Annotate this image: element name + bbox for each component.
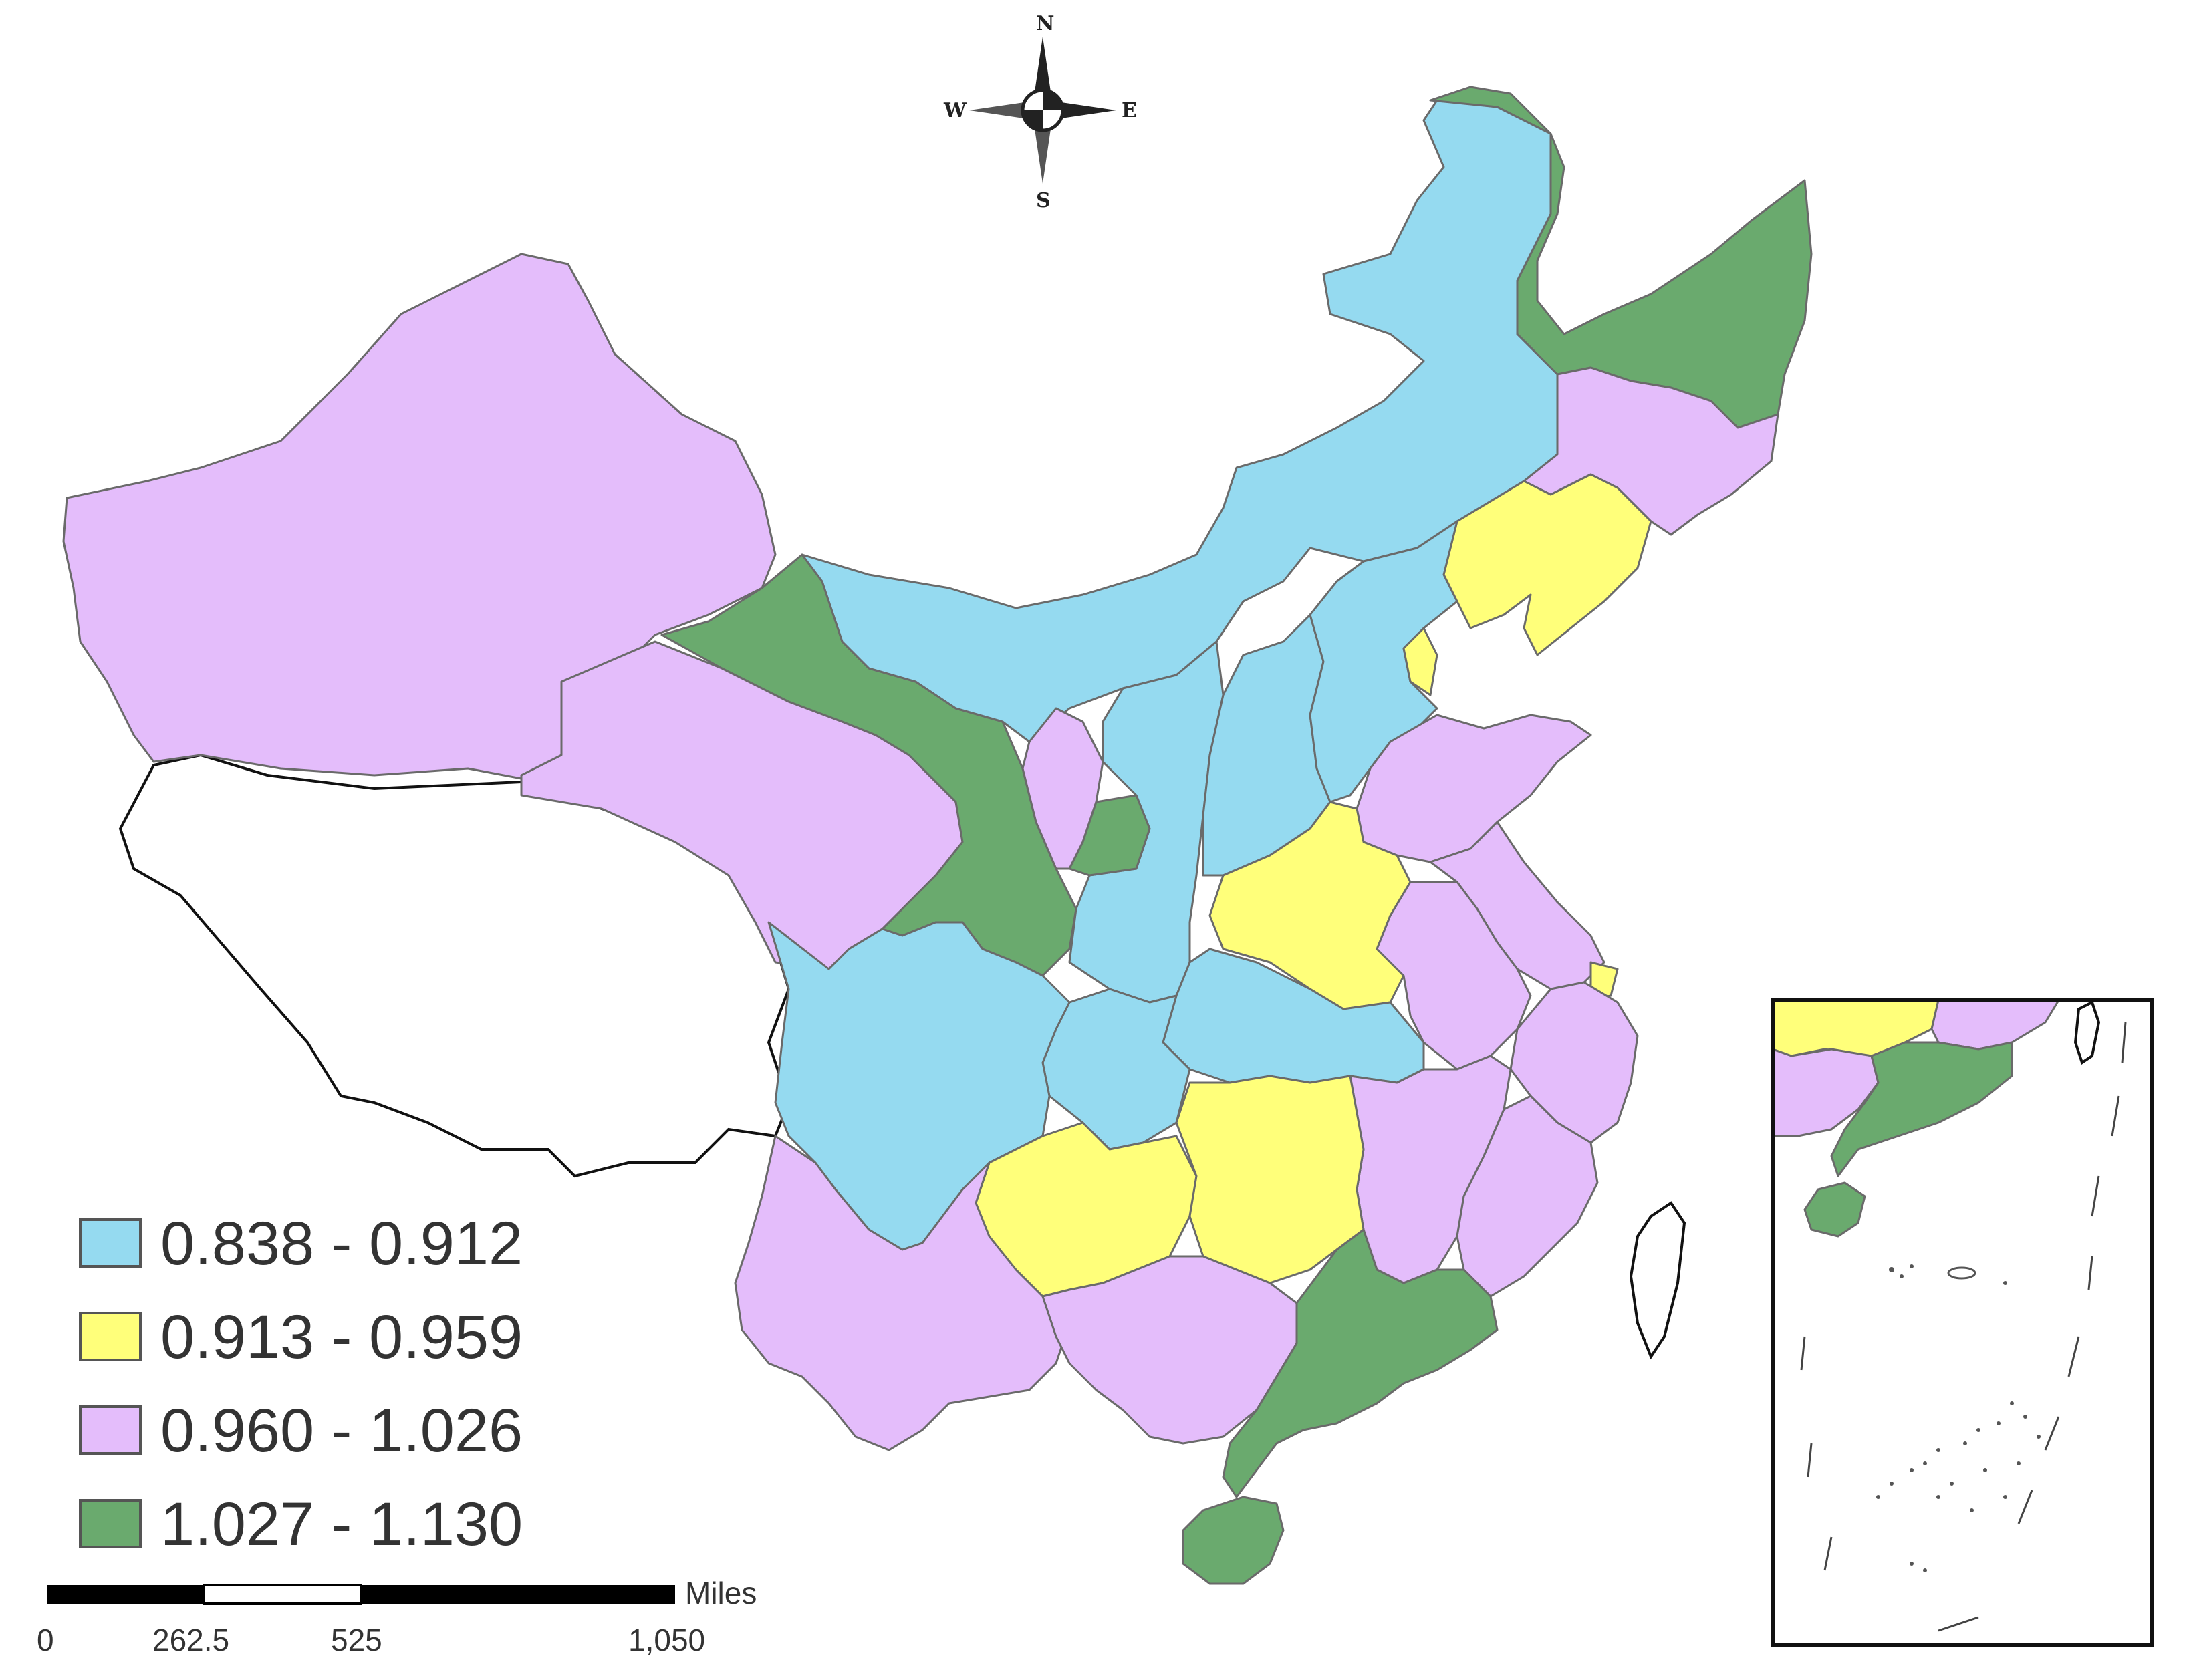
inset-dashed-boundary — [1800, 1022, 2127, 1632]
legend: 0.838 - 0.912 0.913 - 0.959 0.960 - 1.02… — [79, 1210, 523, 1558]
compass-quadrant — [1023, 110, 1043, 130]
compass-needle-east — [1052, 101, 1116, 120]
region-yunnan — [734, 1135, 1071, 1451]
compass-needle-south — [1033, 120, 1052, 184]
legend-swatch — [79, 1218, 142, 1268]
region-zhejiang — [1509, 981, 1639, 1144]
region-xinjiang — [62, 253, 777, 780]
region-liaoning — [1442, 473, 1652, 656]
compass-label-e: E — [1122, 99, 1137, 122]
scale-tick-label: 0 — [37, 1623, 54, 1657]
legend-label: 1.027 - 1.130 — [160, 1490, 523, 1558]
region-hainan — [1182, 1496, 1285, 1585]
legend-label: 0.838 - 0.912 — [160, 1210, 523, 1278]
compass-needle-west — [969, 101, 1033, 120]
scale-segment-3 — [361, 1585, 675, 1604]
legend-swatch — [79, 1312, 142, 1361]
region-inner-mongolia — [801, 99, 1559, 743]
compass-label-n: N — [1036, 12, 1054, 35]
compass-label-s: S — [1036, 189, 1051, 213]
legend-label: 0.913 - 0.959 — [160, 1303, 523, 1371]
legend-swatch — [79, 1405, 142, 1455]
compass-needle-north — [1033, 37, 1052, 101]
scale-tick-label: 525 — [331, 1623, 382, 1657]
legend-swatch — [79, 1499, 142, 1548]
legend-item: 0.913 - 0.959 — [79, 1303, 523, 1371]
region-fujian — [1456, 1095, 1599, 1298]
legend-item: 1.027 - 1.130 — [79, 1490, 523, 1558]
region-tianjin — [1402, 627, 1438, 696]
inset-map — [1771, 998, 2154, 1647]
legend-label: 0.960 - 1.026 — [160, 1397, 523, 1465]
scale-bar: Miles 0 262.5 525 1,050 — [37, 1576, 757, 1657]
inset-region-guangdong — [1830, 1041, 2013, 1177]
compass-quadrant — [1043, 90, 1063, 110]
map-provinces — [62, 86, 1813, 1585]
scale-unit: Miles — [685, 1576, 757, 1611]
inset-islands — [1876, 1264, 2041, 1572]
region-gansu-east — [1068, 794, 1151, 877]
inset-frame — [1771, 998, 2154, 1647]
north-arrow: N S W E — [943, 12, 1137, 213]
scale-segment-1 — [47, 1585, 204, 1604]
scale-tick-label: 1,050 — [628, 1623, 705, 1657]
region-guangdong — [1222, 1228, 1499, 1498]
legend-item: 0.838 - 0.912 — [79, 1210, 523, 1278]
region-hebei — [1309, 520, 1458, 803]
region-heilongjiang — [1429, 86, 1813, 429]
scale-tick-label: 262.5 — [152, 1623, 229, 1657]
compass-label-w: W — [943, 99, 967, 122]
scale-segment-2 — [203, 1584, 362, 1605]
inset-region-hainan — [1803, 1181, 1866, 1238]
legend-item: 0.960 - 1.026 — [79, 1397, 523, 1465]
region-taiwan — [1629, 1201, 1686, 1360]
